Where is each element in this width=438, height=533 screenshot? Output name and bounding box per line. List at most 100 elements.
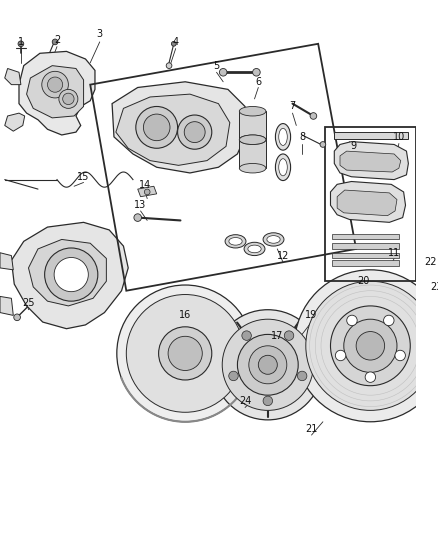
Circle shape (126, 295, 244, 413)
Polygon shape (112, 82, 247, 173)
Circle shape (143, 114, 170, 141)
Ellipse shape (239, 107, 266, 116)
Polygon shape (5, 68, 21, 85)
Ellipse shape (276, 124, 290, 150)
Polygon shape (332, 253, 399, 259)
Circle shape (263, 396, 272, 406)
Polygon shape (331, 182, 406, 222)
Polygon shape (0, 253, 13, 270)
Ellipse shape (239, 135, 266, 144)
Polygon shape (116, 94, 230, 165)
Polygon shape (239, 140, 266, 168)
Text: 21: 21 (305, 424, 318, 434)
Polygon shape (332, 243, 399, 249)
Polygon shape (11, 222, 128, 329)
Circle shape (347, 315, 357, 326)
Circle shape (242, 331, 251, 341)
Ellipse shape (229, 238, 242, 245)
Circle shape (222, 319, 314, 410)
Circle shape (171, 42, 176, 46)
Circle shape (14, 314, 21, 321)
Text: 4: 4 (173, 37, 179, 47)
Text: 15: 15 (78, 172, 90, 182)
Circle shape (253, 68, 260, 76)
Text: 12: 12 (277, 251, 289, 261)
Polygon shape (332, 260, 399, 266)
Circle shape (294, 270, 438, 422)
Circle shape (306, 281, 435, 410)
Circle shape (52, 39, 58, 45)
Circle shape (421, 334, 438, 357)
Circle shape (310, 112, 317, 119)
Circle shape (177, 115, 212, 149)
Circle shape (356, 332, 385, 360)
Text: 10: 10 (393, 132, 405, 142)
Polygon shape (334, 132, 408, 139)
Circle shape (336, 350, 346, 361)
Text: 1: 1 (18, 37, 24, 47)
Text: 20: 20 (357, 276, 370, 286)
Circle shape (47, 77, 63, 92)
Circle shape (18, 41, 24, 47)
Circle shape (59, 90, 78, 108)
Polygon shape (334, 142, 408, 180)
Text: 24: 24 (239, 396, 251, 406)
Circle shape (219, 68, 227, 76)
Text: 14: 14 (139, 180, 152, 190)
Text: 23: 23 (431, 282, 438, 292)
Text: 5: 5 (213, 61, 219, 71)
Text: 17: 17 (271, 332, 283, 341)
Text: 25: 25 (22, 298, 35, 308)
Text: 6: 6 (255, 77, 261, 87)
Circle shape (42, 71, 68, 98)
Circle shape (320, 142, 326, 147)
Ellipse shape (276, 154, 290, 181)
Ellipse shape (244, 243, 265, 256)
Polygon shape (0, 296, 13, 316)
Circle shape (159, 327, 212, 380)
Circle shape (229, 371, 238, 381)
Ellipse shape (263, 233, 284, 246)
Text: 7: 7 (290, 101, 296, 111)
Polygon shape (239, 111, 266, 140)
Circle shape (184, 122, 205, 142)
Circle shape (284, 331, 294, 341)
Polygon shape (19, 51, 95, 135)
Circle shape (213, 310, 323, 420)
Circle shape (395, 350, 406, 361)
Circle shape (136, 107, 177, 148)
Circle shape (117, 285, 254, 422)
Circle shape (168, 336, 202, 370)
Polygon shape (424, 337, 435, 354)
Circle shape (258, 356, 277, 374)
Polygon shape (332, 234, 399, 239)
Polygon shape (340, 151, 401, 172)
Circle shape (166, 63, 172, 68)
Polygon shape (28, 239, 106, 306)
Circle shape (384, 315, 394, 326)
Text: 8: 8 (299, 132, 305, 142)
Circle shape (237, 334, 298, 395)
Circle shape (45, 248, 98, 301)
Text: 22: 22 (424, 257, 436, 267)
Text: 2: 2 (54, 35, 60, 45)
Text: 16: 16 (179, 310, 191, 320)
Text: 3: 3 (97, 29, 103, 39)
Text: 19: 19 (305, 310, 318, 320)
Polygon shape (27, 66, 84, 118)
Ellipse shape (239, 135, 266, 144)
Circle shape (145, 189, 150, 195)
Ellipse shape (267, 236, 280, 243)
Text: 11: 11 (388, 248, 400, 258)
Circle shape (54, 257, 88, 292)
Circle shape (297, 371, 307, 381)
Ellipse shape (248, 245, 261, 253)
Ellipse shape (279, 128, 287, 146)
Circle shape (249, 346, 287, 384)
Polygon shape (138, 186, 157, 197)
Circle shape (134, 214, 141, 221)
Ellipse shape (279, 159, 287, 176)
Circle shape (365, 372, 376, 382)
Circle shape (63, 93, 74, 104)
Circle shape (344, 319, 397, 373)
